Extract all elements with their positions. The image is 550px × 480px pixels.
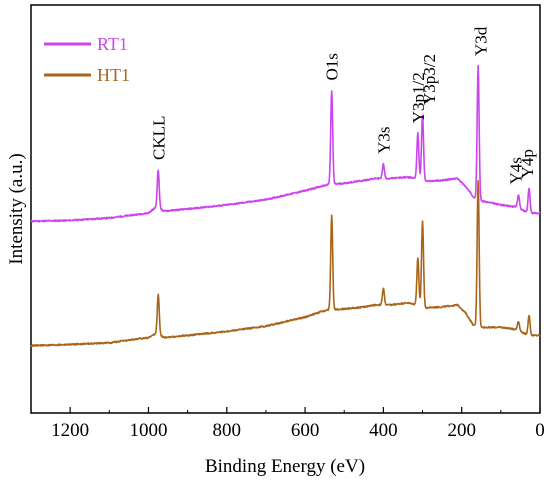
legend: RT1 HT1 <box>44 34 130 85</box>
x-tick-label: 800 <box>213 420 242 441</box>
legend-label: RT1 <box>97 34 128 54</box>
series-line-rt1 <box>30 64 541 223</box>
x-tick-label: 0 <box>535 420 545 441</box>
series-layer <box>30 64 541 348</box>
peak-label: Y3s <box>374 126 393 153</box>
x-tick-label: 600 <box>291 420 320 441</box>
x-axis-ticks: 1200 1000 800 600 400 200 0 <box>30 407 545 441</box>
peak-label: Y4p <box>518 149 537 178</box>
legend-label: HT1 <box>97 65 130 85</box>
peak-label: Y4s <box>506 157 525 184</box>
x-tick-label: 200 <box>447 420 476 441</box>
plot-frame <box>30 4 541 414</box>
series-line-ht1 <box>30 179 541 348</box>
y-axis-title: Intensity (a.u.) <box>6 153 27 264</box>
x-tick-label: 1200 <box>51 420 89 441</box>
x-tick-label: 400 <box>369 420 398 441</box>
peak-label: O1s <box>323 53 342 80</box>
peak-label: Y3d <box>472 26 491 56</box>
peak-label: CKLL <box>149 116 168 160</box>
x-tick-label: 1000 <box>129 420 167 441</box>
x-axis-title: Binding Energy (eV) <box>205 456 365 477</box>
peak-label: Y3p3/2 <box>420 54 439 105</box>
peak-label: Y3p1/2 <box>409 72 428 123</box>
